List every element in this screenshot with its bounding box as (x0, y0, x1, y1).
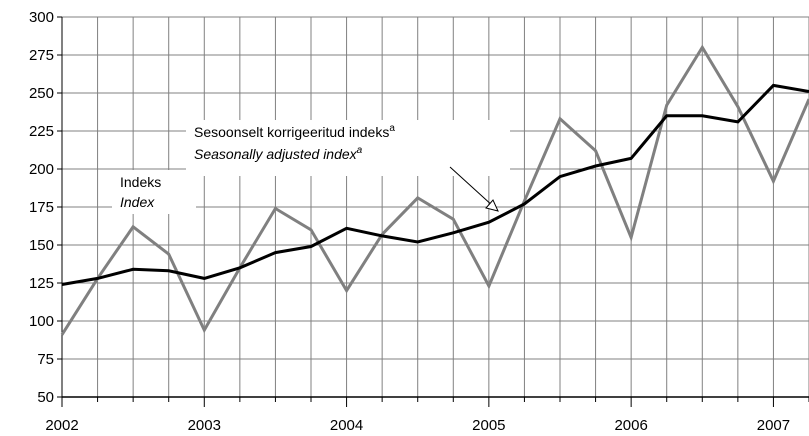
x-tick-label: 2005 (472, 417, 505, 434)
y-tick-label: 250 (29, 85, 54, 102)
y-tick-label: 150 (29, 237, 54, 254)
annotation-sa-arrow-head (485, 199, 499, 212)
series-lines (60, 44, 809, 336)
annotation-sa-en: Seasonally adjusted indexa (194, 145, 363, 162)
y-tick-labels: 50 75 100 125 150 175 200 225 250 275 300 (29, 9, 54, 406)
y-tick-label: 50 (37, 389, 54, 406)
annotation-index-en: Index (120, 194, 155, 210)
x-tick-label: 2002 (45, 417, 78, 434)
annotation-index-bg (112, 170, 196, 214)
annotation-sa-en-text: Seasonally adjusted index (194, 146, 358, 162)
annotation-sa-arrow-line (449, 166, 495, 208)
x-tick-label: 2004 (330, 417, 363, 434)
annotation-sa-et-text: Sesoonselt korrigeeritud indeks (194, 124, 389, 140)
annotation-sa-en-sup: a (357, 145, 363, 156)
annotation-index: Indeks Index (112, 170, 196, 214)
y-tick-label: 300 (29, 9, 54, 26)
x-tick-label: 2003 (188, 417, 221, 434)
series-seasonally-adjusted-line (61, 83, 809, 286)
y-tick-label: 225 (29, 123, 54, 140)
x-tick-label: 2006 (614, 417, 647, 434)
y-tick-label: 175 (29, 199, 54, 216)
x-tick-label: 2007 (757, 417, 790, 434)
annotation-sa-et-sup: a (389, 123, 395, 134)
annotation-seasonally-adjusted: Sesoonselt korrigeeritud indeksa Seasona… (186, 120, 510, 212)
y-tick-label: 100 (29, 313, 54, 330)
series-index-line (60, 44, 809, 336)
annotation-sa-et: Sesoonselt korrigeeritud indeksa (194, 123, 395, 140)
y-tick-label: 275 (29, 47, 54, 64)
annotation-index-et: Indeks (120, 174, 161, 190)
y-tick-label: 200 (29, 161, 54, 178)
y-tick-label: 125 (29, 275, 54, 292)
y-tick-label: 75 (37, 351, 54, 368)
annotation-sa-bg (186, 120, 510, 176)
x-tick-labels: 2002 2003 2004 2005 2006 2007 (45, 417, 790, 434)
